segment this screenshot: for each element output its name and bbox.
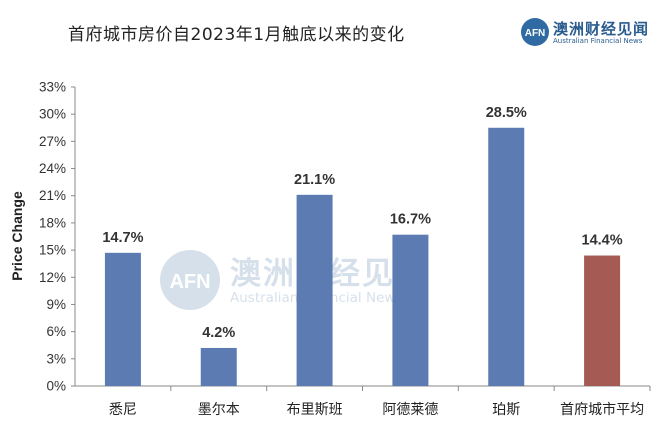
y-tick-label: 33% (39, 80, 66, 95)
data-label: 16.7% (390, 212, 431, 228)
bar-6 (584, 255, 621, 386)
x-tick-label: 首府城市平均 (560, 401, 644, 418)
watermark-logo-icon: AFN (160, 250, 220, 310)
y-tick-label: 0% (46, 379, 66, 394)
y-tick-label: 6% (46, 324, 66, 339)
watermark-logo-text: AFN (169, 271, 210, 293)
chart-axes: 0% 3% 6% 9% 12% 15% 18% 21% 24% 27% 30% 33% Price Ch… (9, 80, 651, 394)
y-tick-label: 21% (39, 188, 66, 203)
brand-name: 澳洲财经见闻 (553, 20, 650, 38)
afn-logo-icon: AFN (521, 18, 549, 46)
x-tick-label: 墨尔本 (198, 402, 240, 418)
y-tick-label: 3% (46, 351, 66, 366)
y-tick-label: 18% (39, 215, 66, 230)
y-tick-label: 15% (39, 243, 66, 258)
brand-logo: AFN 澳洲财经见闻 Australian Financial News (520, 16, 660, 50)
y-tick-label: 27% (39, 134, 66, 149)
x-tick-label: 布里斯班 (287, 402, 343, 418)
x-tick-label: 悉尼 (109, 402, 137, 418)
bar-1 (104, 252, 141, 386)
brand-subtitle: Australian Financial News (553, 37, 643, 45)
bar-3 (296, 194, 333, 386)
bar-2 (200, 347, 237, 386)
x-tick-label: 珀斯 (492, 402, 520, 418)
chart-data-labels: 14.7% 悉尼 4.2% 墨尔本 21.1% 布里斯班 16.7% 阿德莱德 28.5% 珀斯 1… (102, 105, 644, 418)
data-label: 21.1% (294, 172, 335, 188)
y-axis-title: Price Change (9, 191, 25, 281)
y-tick-label: 12% (39, 270, 66, 285)
data-label: 14.4% (582, 233, 623, 249)
chart-title: 首府城市房价自2023年1月触底以来的变化 (68, 25, 405, 45)
brand-logo-text: AFN (525, 28, 546, 39)
data-label: 14.7% (102, 230, 143, 246)
bar-4 (392, 234, 429, 386)
data-label: 28.5% (486, 105, 527, 121)
y-tick-label: 24% (39, 161, 66, 176)
y-tick-label: 9% (46, 297, 66, 312)
y-tick-label: 30% (39, 107, 66, 122)
bar-5 (488, 127, 525, 386)
chart-bars (104, 127, 621, 386)
data-label: 4.2% (202, 325, 235, 341)
x-tick-label: 阿德莱德 (382, 402, 438, 418)
